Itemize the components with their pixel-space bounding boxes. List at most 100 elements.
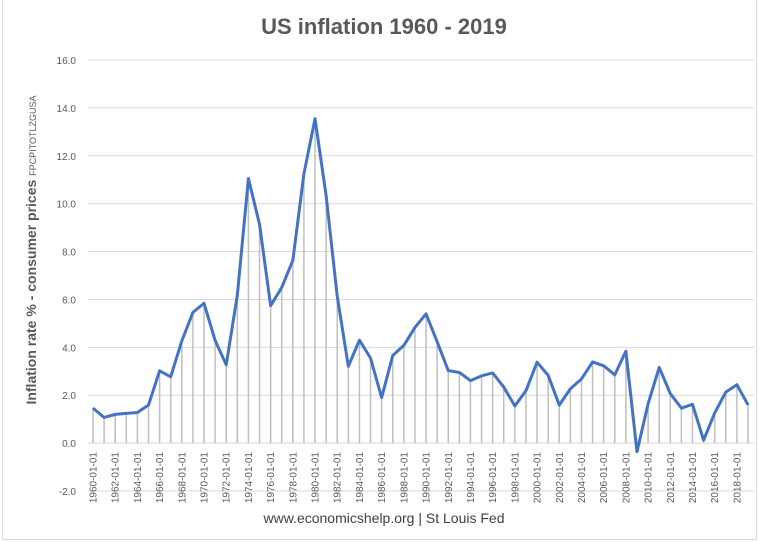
x-tick-label: 1984-01-01 xyxy=(355,452,366,504)
x-tick-label: 2016-01-01 xyxy=(710,452,721,504)
data-point xyxy=(703,439,705,441)
data-point xyxy=(647,403,649,405)
data-point xyxy=(236,294,238,296)
x-tick-label: 1962-01-01 xyxy=(111,452,122,504)
y-tick-label: 8.0 xyxy=(62,248,76,259)
data-point xyxy=(725,391,727,393)
data-point xyxy=(225,364,227,366)
data-point xyxy=(481,375,483,377)
data-point xyxy=(747,404,749,406)
data-point xyxy=(192,311,194,313)
x-tick-label: 1994-01-01 xyxy=(466,452,477,504)
y-tick-label: 4.0 xyxy=(62,343,76,354)
data-point xyxy=(625,350,627,352)
y-tick-label: 14.0 xyxy=(57,104,77,115)
data-point xyxy=(325,195,327,197)
data-point xyxy=(203,302,205,304)
data-point xyxy=(658,366,660,368)
data-point xyxy=(469,380,471,382)
data-point xyxy=(370,357,372,359)
x-tick-label: 1980-01-01 xyxy=(311,452,322,504)
data-point xyxy=(636,451,638,453)
y-tick-label: -2.0 xyxy=(59,487,77,498)
data-point xyxy=(603,365,605,367)
data-point xyxy=(680,407,682,409)
data-point xyxy=(558,404,560,406)
data-point xyxy=(170,376,172,378)
data-point xyxy=(492,372,494,374)
data-point xyxy=(314,118,316,120)
data-point xyxy=(425,313,427,315)
data-point xyxy=(114,413,116,415)
data-point xyxy=(447,370,449,372)
data-point xyxy=(669,393,671,395)
x-tick-label: 2000-01-01 xyxy=(533,452,544,504)
x-tick-label: 1986-01-01 xyxy=(377,452,388,504)
chart-title: US inflation 1960 - 2019 xyxy=(261,14,507,39)
x-tick-label: 2014-01-01 xyxy=(688,452,699,504)
x-tick-label: 1996-01-01 xyxy=(488,452,499,504)
x-tick-label: 2018-01-01 xyxy=(732,452,743,504)
data-point xyxy=(614,374,616,376)
y-tick-label: 0.0 xyxy=(62,439,76,450)
y-tick-label: 6.0 xyxy=(62,295,76,306)
data-point xyxy=(714,412,716,414)
data-point xyxy=(136,411,138,413)
x-tick-label: 1982-01-01 xyxy=(333,452,344,504)
x-tick-label: 2012-01-01 xyxy=(666,452,677,504)
series-line xyxy=(92,117,750,454)
data-point xyxy=(525,390,527,392)
data-point xyxy=(592,361,594,363)
x-tick-label: 1964-01-01 xyxy=(133,452,144,504)
x-tick-label: 2002-01-01 xyxy=(555,452,566,504)
data-point xyxy=(336,295,338,297)
data-point xyxy=(347,365,349,367)
data-point xyxy=(103,416,105,418)
data-point xyxy=(358,339,360,341)
data-point xyxy=(580,378,582,380)
data-point xyxy=(125,412,127,414)
data-point xyxy=(536,361,538,363)
y-tick-label: 12.0 xyxy=(57,152,77,163)
x-tick-label: 2004-01-01 xyxy=(577,452,588,504)
x-tick-label: 1970-01-01 xyxy=(200,452,211,504)
chart-source: www.economicshelp.org | St Louis Fed xyxy=(263,510,505,526)
data-point xyxy=(259,223,261,225)
data-point xyxy=(691,403,693,405)
data-point xyxy=(569,388,571,390)
data-point xyxy=(292,259,294,261)
x-tick-label: 2008-01-01 xyxy=(621,452,632,504)
data-point xyxy=(503,386,505,388)
data-point xyxy=(436,341,438,343)
data-point xyxy=(381,397,383,399)
data-point xyxy=(392,354,394,356)
data-point xyxy=(281,286,283,288)
x-tick-label: 2010-01-01 xyxy=(644,452,655,504)
x-tick-label: 1966-01-01 xyxy=(155,452,166,504)
x-tick-label: 1974-01-01 xyxy=(244,452,255,504)
x-tick-label: 2006-01-01 xyxy=(599,452,610,504)
data-point xyxy=(547,374,549,376)
data-point xyxy=(92,407,94,409)
y-tick-label: 16.0 xyxy=(57,56,77,67)
x-tick-label: 1992-01-01 xyxy=(444,452,455,504)
x-tick-label: 1988-01-01 xyxy=(399,452,410,504)
x-tick-label: 1998-01-01 xyxy=(510,452,521,504)
data-point xyxy=(303,173,305,175)
x-tick-label: 1968-01-01 xyxy=(177,452,188,504)
data-point xyxy=(159,370,161,372)
x-tick-label: 1972-01-01 xyxy=(222,452,233,504)
x-tick-label: 1960-01-01 xyxy=(89,452,100,504)
data-point xyxy=(247,178,249,180)
data-point xyxy=(736,384,738,386)
data-point xyxy=(458,371,460,373)
x-tick-label: 1978-01-01 xyxy=(288,452,299,504)
data-point xyxy=(403,344,405,346)
data-point xyxy=(414,326,416,328)
chart-border xyxy=(2,0,757,540)
data-point xyxy=(148,404,150,406)
x-tick-label: 1990-01-01 xyxy=(422,452,433,504)
x-tick-label: 1976-01-01 xyxy=(266,452,277,504)
